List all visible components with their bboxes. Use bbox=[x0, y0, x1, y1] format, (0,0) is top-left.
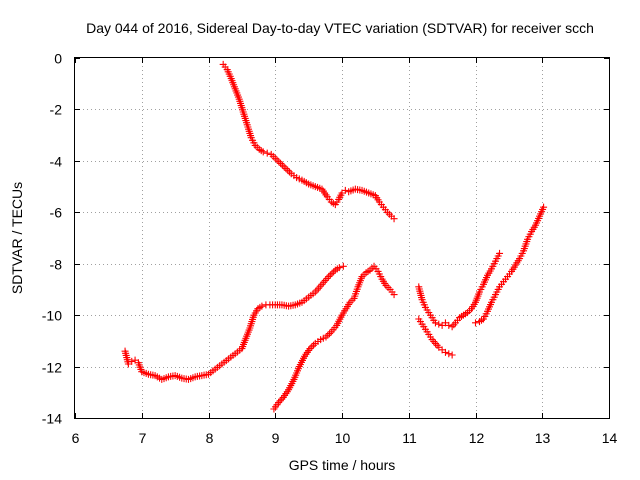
data-point-interp bbox=[284, 166, 292, 174]
x-tick-label: 13 bbox=[535, 430, 551, 446]
series-arc-4 bbox=[415, 249, 504, 331]
data-point-interp bbox=[275, 158, 283, 166]
data-point bbox=[306, 345, 314, 353]
data-point-interp bbox=[328, 269, 336, 277]
plot-frame bbox=[74, 57, 610, 419]
data-point bbox=[258, 302, 266, 310]
data-point-interp bbox=[308, 343, 316, 351]
data-point bbox=[472, 319, 479, 327]
data-point bbox=[540, 203, 548, 211]
data-point bbox=[322, 333, 330, 341]
data-series bbox=[121, 60, 548, 413]
data-point bbox=[390, 291, 398, 299]
data-point bbox=[325, 273, 333, 281]
x-axis-label: GPS time / hours bbox=[289, 457, 396, 473]
data-point-interp bbox=[324, 331, 332, 339]
y-axis-label: SDTVAR / TECUs bbox=[9, 182, 25, 294]
y-tick-labels: 0 -2 -4 -6 -8 -10 -12 -14 bbox=[42, 51, 62, 427]
data-point-interp bbox=[278, 161, 286, 169]
x-tick-label: 10 bbox=[335, 430, 351, 446]
data-point bbox=[271, 154, 279, 162]
y-tick-label: -12 bbox=[42, 360, 62, 376]
x-tick-label: 8 bbox=[206, 430, 214, 446]
data-point-interp bbox=[326, 330, 334, 338]
x-tick-label: 6 bbox=[72, 430, 80, 446]
data-point bbox=[259, 148, 267, 156]
series-arc-2 bbox=[121, 262, 347, 383]
series-arc-3 bbox=[270, 262, 398, 413]
data-point bbox=[263, 149, 271, 157]
x-tick-label: 9 bbox=[272, 430, 280, 446]
data-point-interp bbox=[330, 268, 338, 276]
y-tick-label: -2 bbox=[50, 102, 63, 118]
x-tick-label: 12 bbox=[469, 430, 485, 446]
data-point bbox=[431, 319, 439, 327]
y-tick-label: -6 bbox=[50, 205, 63, 221]
data-point bbox=[445, 321, 453, 329]
data-point bbox=[275, 399, 283, 407]
y-tick-label: -8 bbox=[50, 257, 63, 273]
y-tick-label: 0 bbox=[54, 51, 62, 67]
data-point-interp bbox=[326, 271, 334, 279]
data-point-interp bbox=[273, 156, 281, 164]
data-point-interp bbox=[276, 397, 284, 405]
x-tick-label: 7 bbox=[139, 430, 147, 446]
data-point bbox=[277, 159, 285, 167]
series-arc-6 bbox=[472, 203, 548, 327]
grid-lines bbox=[75, 58, 609, 418]
data-point-interp bbox=[278, 395, 286, 403]
series-arc-5 bbox=[415, 315, 456, 359]
data-point bbox=[339, 262, 347, 270]
y-tick-label: -14 bbox=[42, 411, 62, 427]
data-point bbox=[441, 348, 449, 356]
data-point bbox=[445, 350, 453, 358]
data-point bbox=[335, 264, 343, 272]
data-point bbox=[448, 351, 456, 359]
chart-title: Day 044 of 2016, Sidereal Day-to-day VTE… bbox=[86, 20, 594, 36]
data-point bbox=[128, 357, 136, 365]
data-point bbox=[496, 249, 504, 257]
y-tick-label: -4 bbox=[50, 154, 63, 170]
series-arc-1 bbox=[219, 60, 398, 223]
data-point-interp bbox=[280, 163, 288, 171]
x-tick-label: 14 bbox=[602, 430, 618, 446]
data-point bbox=[390, 215, 398, 223]
data-point-interp bbox=[285, 168, 293, 176]
data-point bbox=[282, 165, 290, 173]
x-tick-labels: 6 7 8 9 10 11 12 13 14 bbox=[72, 430, 618, 446]
data-point bbox=[435, 320, 443, 328]
data-point-interp bbox=[310, 341, 318, 349]
y-tick-label: -10 bbox=[42, 308, 62, 324]
x-tick-label: 11 bbox=[402, 430, 417, 446]
